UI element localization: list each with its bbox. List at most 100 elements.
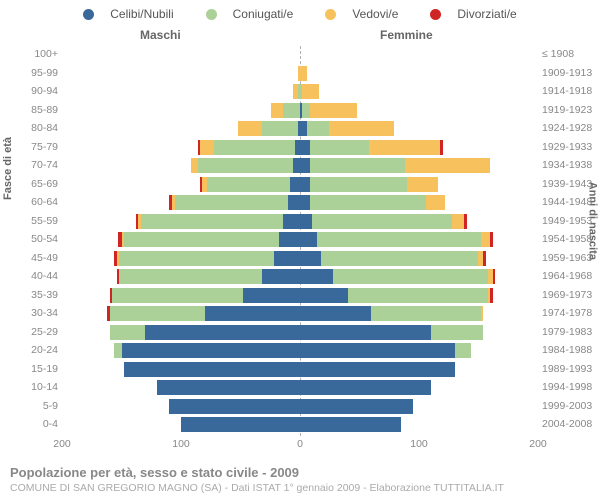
bar-segment [191, 158, 198, 173]
bar-segment [214, 140, 295, 155]
xaxis-tick: 100 [172, 438, 190, 450]
male-bar [169, 195, 300, 210]
age-label: 45-49 [14, 252, 58, 264]
xaxis-tick: 200 [529, 438, 547, 450]
bar-segment [329, 121, 394, 136]
bar-segment [175, 195, 288, 210]
age-row: 75-791929-1933 [62, 139, 538, 156]
birth-label: 1954-1958 [542, 233, 600, 245]
female-bar [300, 306, 483, 321]
male-bar [107, 306, 300, 321]
bar-segment [122, 343, 301, 358]
bar-segment [440, 140, 442, 155]
bar-segment [300, 362, 455, 377]
male-bar [271, 103, 300, 118]
legend-swatch [83, 9, 94, 20]
male-bar [114, 251, 300, 266]
male-bar [114, 343, 300, 358]
yaxis-label-left: Fasce di età [2, 137, 14, 200]
birth-label: 1994-1998 [542, 381, 600, 393]
age-row: 25-291979-1983 [62, 324, 538, 341]
birth-label: 1909-1913 [542, 67, 600, 79]
age-row: 15-191989-1993 [62, 361, 538, 378]
age-row: 90-941914-1918 [62, 83, 538, 100]
bar-segment [119, 251, 274, 266]
age-row: 100+≤ 1908 [62, 46, 538, 63]
age-label: 100+ [14, 48, 58, 60]
bar-segment [290, 177, 300, 192]
legend-item: Vedovi/e [317, 6, 406, 21]
legend-item: Celibi/Nubili [75, 6, 181, 21]
bar-segment [288, 195, 300, 210]
footer: Popolazione per età, sesso e stato civil… [10, 465, 590, 494]
birth-label: 1929-1933 [542, 141, 600, 153]
female-bar [300, 362, 455, 377]
bar-segment [283, 103, 300, 118]
male-bar [200, 177, 300, 192]
bar-segment [310, 140, 370, 155]
female-bar [300, 158, 490, 173]
age-row: 80-841924-1928 [62, 120, 538, 137]
footer-title: Popolazione per età, sesso e stato civil… [10, 465, 590, 480]
xaxis-tick: 200 [53, 438, 71, 450]
male-bar [169, 399, 300, 414]
bar-segment [279, 232, 300, 247]
birth-label: 1939-1943 [542, 178, 600, 190]
bar-segment [452, 214, 464, 229]
age-label: 90-94 [14, 85, 58, 97]
bar-segment [205, 306, 300, 321]
bar-segment [274, 251, 300, 266]
female-bar [300, 325, 483, 340]
age-row: 5-91999-2003 [62, 398, 538, 415]
birth-label: 1919-1923 [542, 104, 600, 116]
age-row: 95-991909-1913 [62, 65, 538, 82]
bar-segment [200, 140, 214, 155]
bar-segment [262, 121, 298, 136]
female-bar [300, 103, 357, 118]
bar-segment [310, 195, 427, 210]
birth-label: 1989-1993 [542, 363, 600, 375]
female-bar [300, 177, 438, 192]
birth-label: 1959-1963 [542, 252, 600, 264]
age-label: 55-59 [14, 215, 58, 227]
age-row: 45-491959-1963 [62, 250, 538, 267]
bar-segment [300, 269, 333, 284]
bar-segment [321, 251, 478, 266]
bar-segment [198, 158, 293, 173]
age-label: 65-69 [14, 178, 58, 190]
birth-label: 1969-1973 [542, 289, 600, 301]
bar-segment [407, 177, 438, 192]
age-label: 20-24 [14, 344, 58, 356]
age-label: 80-84 [14, 122, 58, 134]
female-bar [300, 343, 471, 358]
bar-segment [181, 417, 300, 432]
bar-segment [310, 177, 408, 192]
bar-segment [124, 232, 279, 247]
age-row: 65-691939-1943 [62, 176, 538, 193]
xaxis-tick: 100 [410, 438, 428, 450]
bar-segment [112, 288, 243, 303]
birth-label: 1964-1968 [542, 270, 600, 282]
age-label: 85-89 [14, 104, 58, 116]
female-bar [300, 84, 319, 99]
bar-segment [490, 232, 492, 247]
birth-label: 1924-1928 [542, 122, 600, 134]
footer-subtitle: COMUNE DI SAN GREGORIO MAGNO (SA) - Dati… [10, 482, 590, 494]
legend-label: Coniugati/e [233, 7, 294, 21]
birth-label: 1944-1948 [542, 196, 600, 208]
bar-segment [110, 325, 146, 340]
legend: Celibi/NubiliConiugati/eVedovi/eDivorzia… [0, 6, 600, 21]
age-row: 35-391969-1973 [62, 287, 538, 304]
birth-label: 1934-1938 [542, 159, 600, 171]
birth-label: 1974-1978 [542, 307, 600, 319]
age-row: 0-42004-2008 [62, 416, 538, 433]
age-label: 10-14 [14, 381, 58, 393]
header-male: Maschi [140, 28, 181, 42]
bar-segment [300, 288, 348, 303]
male-bar [293, 84, 300, 99]
bar-segment [300, 251, 321, 266]
male-bar [110, 288, 300, 303]
male-bar [117, 269, 300, 284]
female-bar [300, 140, 443, 155]
xaxis: 2001000100200 [62, 438, 538, 452]
